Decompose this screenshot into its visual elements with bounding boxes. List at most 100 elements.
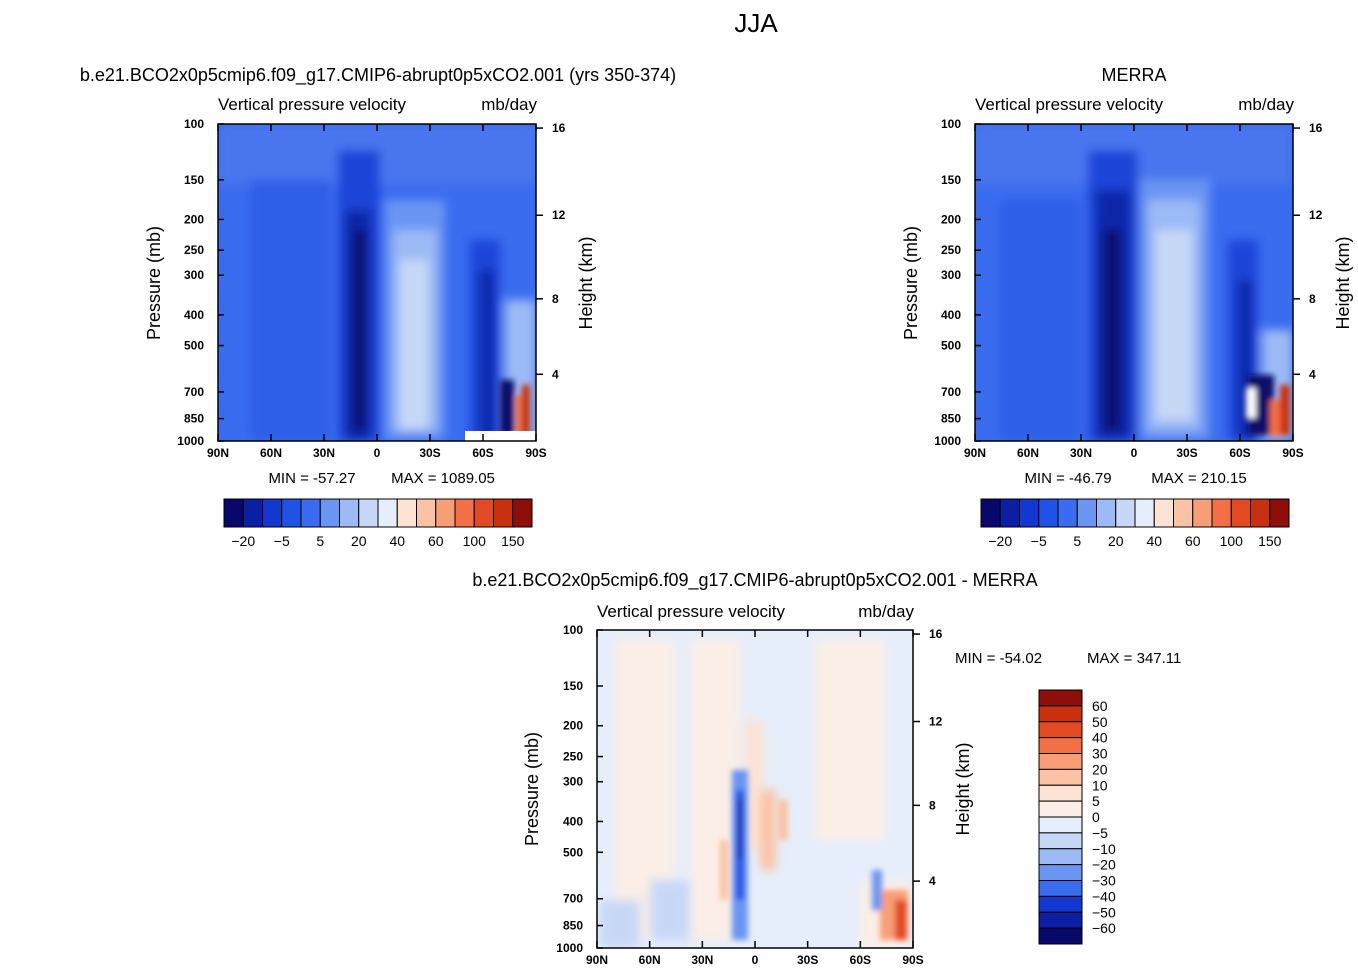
colorbar-swatch bbox=[1038, 721, 1083, 739]
colorbar-swatch bbox=[1192, 498, 1213, 528]
y-right-tick-label: 12 bbox=[1309, 208, 1323, 222]
colorbar-swatch bbox=[1038, 895, 1083, 913]
colorbar-label: 0 bbox=[1092, 809, 1100, 825]
colorbar-swatch bbox=[358, 498, 379, 528]
colorbar-swatch bbox=[999, 498, 1020, 528]
y-tick-label: 1000 bbox=[556, 941, 583, 955]
y-tick-label: 150 bbox=[941, 173, 961, 187]
panel-subtitle-right: mb/day bbox=[481, 95, 537, 114]
colorbar-swatch bbox=[377, 498, 398, 528]
colorbar-swatch bbox=[1096, 498, 1117, 528]
colorbar-swatch bbox=[319, 498, 340, 528]
y-tick-label: 500 bbox=[941, 339, 961, 353]
min-value: MIN = -46.79 bbox=[1024, 470, 1111, 487]
colorbar-label: −20 bbox=[231, 533, 255, 549]
colorbar-swatch bbox=[1057, 498, 1078, 528]
colorbar-label: 5 bbox=[1092, 793, 1100, 809]
y-axis-label: Pressure (mb) bbox=[522, 732, 542, 846]
x-axis: 90N 60N 30N 0 30S 60S 90S bbox=[586, 630, 924, 967]
colorbar-swatch bbox=[1038, 848, 1083, 866]
min-value: MIN = -57.27 bbox=[268, 470, 355, 487]
y-tick-label: 850 bbox=[184, 412, 204, 426]
x-tick-label: 60S bbox=[1229, 446, 1250, 460]
colorbar-swatch bbox=[339, 498, 360, 528]
y-right-tick-label: 4 bbox=[929, 874, 936, 888]
colorbar-label: 100 bbox=[463, 533, 487, 549]
colorbar-label: 60 bbox=[428, 533, 444, 549]
x-tick-label: 0 bbox=[752, 953, 759, 967]
colorbar-swatch bbox=[1134, 498, 1155, 528]
y-tick-label: 700 bbox=[941, 385, 961, 399]
y-right-tick-label: 16 bbox=[1309, 121, 1323, 135]
y-tick-label: 500 bbox=[563, 845, 583, 859]
panel-diff: b.e21.BCO2x0p5cmip6.f09_g17.CMIP6-abrupt… bbox=[472, 570, 1181, 967]
colorbar-label: −20 bbox=[988, 533, 1012, 549]
y-tick-label: 200 bbox=[563, 719, 583, 733]
y-axis-right-label: Height (km) bbox=[1333, 236, 1353, 329]
y-tick-label: 300 bbox=[563, 775, 583, 789]
y-tick-label: 400 bbox=[563, 814, 583, 828]
colorbar-label: 40 bbox=[1146, 533, 1162, 549]
max-value: MAX = 347.11 bbox=[1087, 650, 1181, 667]
y-right-tick-label: 16 bbox=[929, 627, 943, 641]
y-axis-left: 100 150 200 250 300 400 500 700 850 1000 bbox=[934, 117, 981, 448]
colorbar-swatch bbox=[1038, 768, 1083, 786]
min-value: MIN = -54.02 bbox=[955, 650, 1042, 667]
colorbar-swatch bbox=[493, 498, 514, 528]
x-tick-label: 90S bbox=[1282, 446, 1303, 460]
x-tick-label: 60N bbox=[1017, 446, 1039, 460]
colorbar-swatch bbox=[223, 498, 244, 528]
colorbar-label: 100 bbox=[1220, 533, 1244, 549]
x-tick-label: 0 bbox=[374, 446, 381, 460]
y-tick-label: 100 bbox=[941, 117, 961, 131]
x-tick-label: 60N bbox=[260, 446, 282, 460]
colorbar-swatch bbox=[1038, 800, 1083, 818]
colorbar-swatch bbox=[1038, 784, 1083, 802]
y-tick-label: 250 bbox=[563, 750, 583, 764]
y-axis-left: 100 150 200 250 300 400 500 700 850 1000 bbox=[177, 117, 224, 448]
panel-subtitle-right: mb/day bbox=[1238, 95, 1294, 114]
colorbar-label: −5 bbox=[274, 533, 290, 549]
y-right-tick-label: 8 bbox=[1309, 292, 1316, 306]
x-tick-label: 60N bbox=[639, 953, 661, 967]
colorbar-swatch bbox=[1038, 498, 1059, 528]
colorbar-swatch bbox=[454, 498, 475, 528]
colorbar-swatch bbox=[416, 498, 437, 528]
y-tick-label: 300 bbox=[184, 268, 204, 282]
colorbar-swatch bbox=[1038, 911, 1083, 929]
colorbar-label: −60 bbox=[1092, 920, 1116, 936]
contour-field bbox=[218, 124, 536, 441]
y-right-tick-label: 12 bbox=[929, 715, 943, 729]
y-tick-label: 400 bbox=[184, 308, 204, 322]
y-tick-label: 150 bbox=[184, 173, 204, 187]
colorbar-swatch bbox=[1250, 498, 1271, 528]
colorbar: −20 −5 5 20 40 60 100 150 bbox=[223, 498, 533, 549]
x-tick-label: 30N bbox=[313, 446, 335, 460]
y-tick-label: 400 bbox=[941, 308, 961, 322]
x-tick-label: 90S bbox=[525, 446, 546, 460]
y-tick-label: 1000 bbox=[177, 434, 204, 448]
colorbar-swatch bbox=[1038, 927, 1083, 945]
x-tick-label: 30S bbox=[1176, 446, 1197, 460]
y-tick-label: 500 bbox=[184, 339, 204, 353]
colorbar-swatch bbox=[1019, 498, 1040, 528]
x-tick-label: 90N bbox=[964, 446, 986, 460]
x-tick-label: 30S bbox=[797, 953, 818, 967]
y-tick-label: 250 bbox=[941, 243, 961, 257]
colorbar-swatch bbox=[281, 498, 302, 528]
colorbar-swatch bbox=[1173, 498, 1194, 528]
y-axis-right-label: Height (km) bbox=[953, 742, 973, 835]
colorbar-label: −5 bbox=[1092, 825, 1108, 841]
colorbar-label: 40 bbox=[389, 533, 405, 549]
x-tick-label: 90N bbox=[586, 953, 608, 967]
colorbar-swatch bbox=[1038, 832, 1083, 850]
colorbar-swatch bbox=[1153, 498, 1174, 528]
colorbar-swatch bbox=[300, 498, 321, 528]
panel-subtitle-left: Vertical pressure velocity bbox=[597, 602, 786, 621]
x-tick-label: 60S bbox=[850, 953, 871, 967]
colorbar-swatch bbox=[1038, 689, 1083, 707]
panel-title: b.e21.BCO2x0p5cmip6.f09_g17.CMIP6-abrupt… bbox=[472, 570, 1037, 591]
y-axis-label: Pressure (mb) bbox=[144, 226, 164, 340]
y-axis-right: 16 12 8 4 bbox=[536, 121, 566, 381]
colorbar-label: −10 bbox=[1092, 841, 1116, 857]
